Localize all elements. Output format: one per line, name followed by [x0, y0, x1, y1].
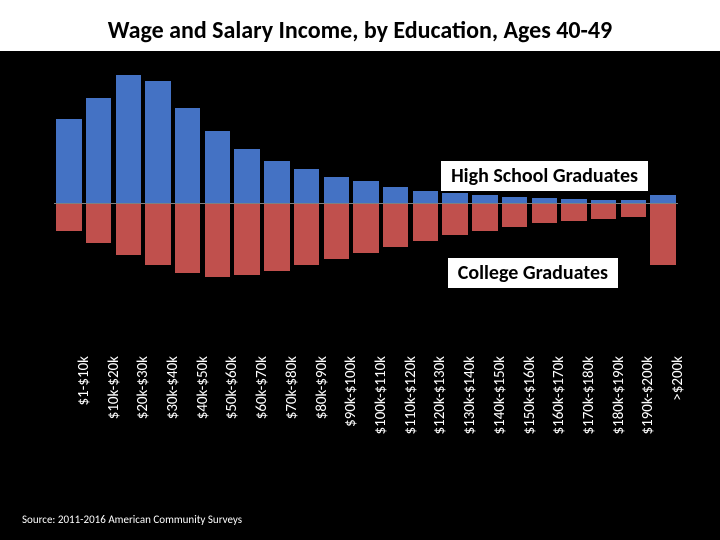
series-label-bottom: College Graduates [448, 258, 618, 288]
bar-bottom [621, 203, 646, 217]
bar-top [145, 81, 170, 203]
bar-top [324, 177, 349, 203]
x-tick-label: $40k-$50k [194, 356, 212, 496]
bar-top [205, 131, 230, 203]
bar-bottom [324, 203, 349, 259]
bar-bottom [413, 203, 438, 241]
x-tick-label: $190k-$200k [639, 356, 657, 496]
x-tick-label: $140k-$150k [491, 356, 509, 496]
bar-bottom [145, 203, 170, 265]
x-tick-label: $20k-$30k [134, 356, 152, 496]
bar-top [264, 161, 289, 203]
x-tick-label: $150k-$160k [521, 356, 539, 496]
x-tick-label: $50k-$60k [223, 356, 241, 496]
bar-bottom [294, 203, 319, 265]
x-tick-label: $80k-$90k [313, 356, 331, 496]
x-tick-label: $100k-$110k [372, 356, 390, 496]
x-tick-label: >$200k [669, 356, 687, 496]
chart-title: Wage and Salary Income, by Education, Ag… [0, 12, 720, 51]
x-tick-label: $110k-$120k [402, 356, 420, 496]
x-tick-label: $30k-$40k [164, 356, 182, 496]
chart-area: High School Graduates College Graduates [54, 68, 678, 338]
x-tick-label: $70k-$80k [283, 356, 301, 496]
x-tick-label: $160k-$170k [550, 356, 568, 496]
bar-top [234, 149, 259, 203]
bar-bottom [205, 203, 230, 277]
bar-top [442, 193, 467, 203]
source-caption: Source: 2011-2016 American Community Sur… [22, 513, 242, 526]
bar-bottom [56, 203, 81, 231]
bar-top [294, 169, 319, 203]
bar-bottom [532, 203, 557, 223]
bar-bottom [86, 203, 111, 243]
bar-bottom [561, 203, 586, 221]
bar-bottom [472, 203, 497, 231]
bar-bottom [234, 203, 259, 275]
bar-bottom [502, 203, 527, 227]
x-tick-label: $90k-$100k [342, 356, 360, 496]
bar-bottom [591, 203, 616, 219]
bar-bottom [442, 203, 467, 235]
x-tick-label: $170k-$180k [580, 356, 598, 496]
series-label-top: High School Graduates [441, 161, 648, 191]
x-tick-label: $60k-$70k [253, 356, 271, 496]
bar-top [175, 108, 200, 203]
bar-top [472, 195, 497, 203]
bar-top [650, 195, 675, 203]
x-tick-label: $1-$10k [75, 356, 93, 496]
bar-bottom [175, 203, 200, 273]
bar-top [116, 75, 141, 203]
bar-top [56, 119, 81, 203]
x-tick-label: $130k-$140k [461, 356, 479, 496]
bar-top [413, 191, 438, 203]
bar-bottom [383, 203, 408, 247]
x-tick-label: $120k-$130k [431, 356, 449, 496]
bar-bottom [650, 203, 675, 265]
bar-bottom [353, 203, 378, 253]
bar-top [86, 98, 111, 203]
bar-top [353, 181, 378, 203]
bar-bottom [264, 203, 289, 271]
bar-top [383, 187, 408, 203]
x-tick-label: $180k-$190k [610, 356, 628, 496]
x-tick-label: $10k-$20k [105, 356, 123, 496]
x-axis [54, 203, 678, 204]
x-axis-labels: $1-$10k $10k-$20k $20k-$30k $30k-$40k $40k-$… [54, 356, 678, 506]
bar-bottom [116, 203, 141, 255]
